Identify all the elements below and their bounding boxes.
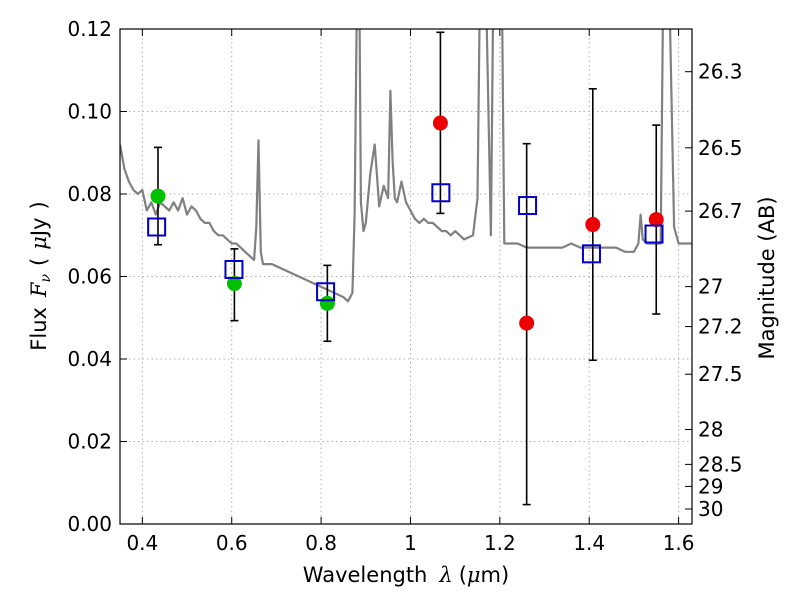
y-tick-label: 0.04 — [67, 347, 112, 371]
magnitude-tick-label: 27.5 — [698, 362, 743, 386]
x-tick-label: 1.4 — [573, 531, 605, 555]
magnitude-tick-label: 26.3 — [698, 60, 743, 84]
model-photometry-square — [431, 183, 451, 203]
observed-point-green — [150, 188, 166, 204]
model-spectrum-layer — [120, 29, 692, 303]
model-spectrum-line — [120, 29, 692, 303]
magnitude-tick-label: 28.5 — [698, 452, 743, 476]
observed-point-red — [432, 115, 448, 131]
x-tick-label: 1 — [404, 531, 417, 555]
magnitude-tick-label: 26.7 — [698, 199, 743, 223]
marker-layer — [147, 115, 664, 331]
model-photometry-square — [518, 196, 538, 216]
y-tick-label: 0.06 — [67, 265, 112, 289]
magnitude-axis-label: Magnitude (AB) — [755, 196, 779, 359]
x-axis-label: Wavelength λ (μm) — [303, 563, 509, 587]
grid-lines — [120, 29, 692, 524]
observed-point-green — [226, 276, 242, 292]
magnitude-tick-label: 28 — [698, 418, 723, 442]
model-photometry-square — [147, 217, 167, 237]
magnitude-tick-label: 26.5 — [698, 136, 743, 160]
axis-ticks: 0.4 0.6 0.8 1 1.2 1.4 1.6 0.00 0.02 0.04 0.06 0.08 0… — [67, 17, 742, 555]
y-tick-label: 0.08 — [67, 182, 112, 206]
y-tick-label: 0.12 — [67, 17, 112, 41]
model-photometry-square — [316, 282, 336, 302]
observed-point-red — [519, 315, 535, 331]
y-tick-label: 0.02 — [67, 430, 112, 454]
model-photometry-square — [581, 244, 601, 264]
observed-point-red — [648, 212, 664, 228]
magnitude-tick-label: 30 — [698, 497, 723, 521]
errorbar-layer — [153, 31, 661, 506]
magnitude-tick-label: 29 — [698, 474, 723, 498]
y-axis-label: FluxFν(μJy) — [27, 201, 54, 350]
y-tick-label: 0.10 — [67, 100, 112, 124]
x-tick-label: 1.2 — [484, 531, 516, 555]
x-tick-label: 1.6 — [663, 531, 695, 555]
model-photometry-square — [644, 224, 664, 244]
observed-point-green — [319, 295, 335, 311]
x-tick-label: 0.6 — [216, 531, 248, 555]
magnitude-tick-label: 27 — [698, 275, 723, 299]
model-photometry-square — [224, 259, 244, 279]
y-tick-label: 0.00 — [67, 512, 112, 536]
x-tick-label: 0.8 — [305, 531, 337, 555]
magnitude-tick-label: 27.2 — [698, 315, 743, 339]
x-tick-label: 0.4 — [126, 531, 158, 555]
observed-point-red — [585, 217, 601, 233]
